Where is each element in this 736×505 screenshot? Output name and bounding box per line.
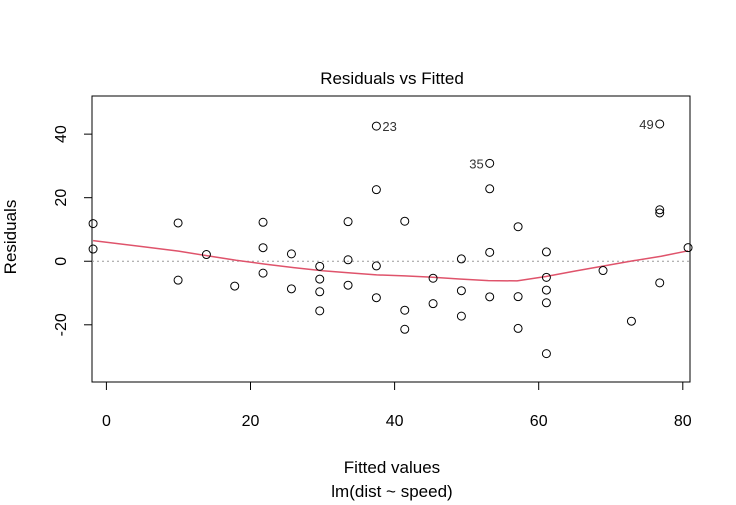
data-point: [315, 274, 325, 284]
data-point: [400, 216, 410, 226]
data-point: [485, 247, 495, 257]
data-point: [456, 311, 466, 321]
data-point: [541, 298, 551, 308]
data-point: [343, 255, 353, 265]
data-point: [683, 243, 693, 253]
data-point: [428, 299, 438, 309]
data-point: [315, 306, 325, 316]
data-point: [286, 284, 296, 294]
x-tick-label: 60: [530, 413, 548, 430]
data-point: [655, 208, 665, 218]
data-point: [485, 292, 495, 302]
data-point: [286, 249, 296, 259]
data-point: [88, 244, 98, 254]
data-point: [485, 184, 495, 194]
x-tick-label: 0: [102, 413, 111, 430]
data-point: [88, 219, 98, 229]
data-point: [541, 285, 551, 295]
y-axis: -20 0 20 40: [53, 125, 92, 336]
plot-frame: [91, 95, 691, 383]
data-point: [315, 287, 325, 297]
data-point: [371, 185, 381, 195]
data-point: [541, 349, 551, 359]
data-point: [400, 305, 410, 315]
data-point: [315, 261, 325, 271]
point-label: 49: [639, 117, 653, 132]
data-point: [541, 247, 551, 257]
data-point: [343, 217, 353, 227]
data-point: [343, 280, 353, 290]
x-axis-title: Fitted values: [344, 458, 440, 477]
data-point: [400, 324, 410, 334]
data-point: [655, 119, 665, 129]
point-label: 35: [469, 156, 483, 171]
data-point: [258, 243, 268, 253]
data-point: [626, 316, 636, 326]
y-axis-title: Residuals: [1, 200, 20, 275]
data-point: [371, 121, 381, 131]
data-point: [371, 293, 381, 303]
data-point: [655, 278, 665, 288]
point-label: 23: [382, 119, 396, 134]
data-point: [371, 261, 381, 271]
y-tick-label: 20: [53, 189, 70, 207]
data-point: [258, 268, 268, 278]
data-point: [513, 323, 523, 333]
data-point: [541, 272, 551, 282]
x-axis-subtitle: lm(dist ~ speed): [331, 482, 452, 501]
x-axis: 0 20 40 60 80: [102, 382, 692, 430]
data-point: [485, 158, 495, 168]
data-point: [513, 292, 523, 302]
data-point: [456, 254, 466, 264]
data-point: [230, 281, 240, 291]
x-tick-label: 40: [386, 413, 404, 430]
x-tick-label: 80: [674, 413, 692, 430]
y-tick-label: 40: [53, 125, 70, 143]
y-tick-label: -20: [53, 313, 70, 336]
data-point: [201, 250, 211, 260]
data-point: [258, 217, 268, 227]
chart-title: Residuals vs Fitted: [320, 69, 464, 88]
outlier-labels: 23 35 49: [382, 117, 653, 171]
data-point: [456, 286, 466, 296]
y-tick-label: 0: [53, 257, 70, 266]
x-tick-label: 20: [242, 413, 260, 430]
data-point: [655, 205, 665, 215]
data-point: [428, 273, 438, 283]
residual-points: [88, 119, 693, 359]
smoother-line: [93, 239, 689, 282]
data-point: [173, 275, 183, 285]
data-point: [173, 218, 183, 228]
data-point: [598, 266, 608, 276]
data-point: [513, 222, 523, 232]
